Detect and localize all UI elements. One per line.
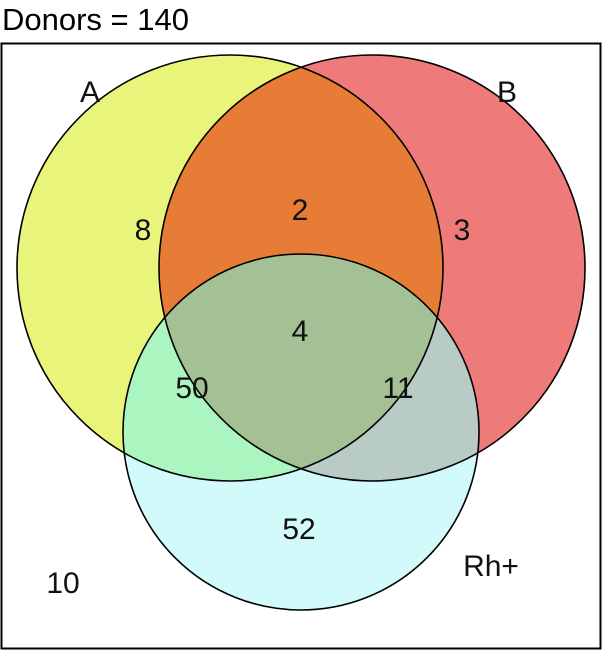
set-a-label: A (80, 76, 100, 109)
set-rh-outline (122, 253, 480, 611)
count-a-b-rh: 4 (292, 315, 309, 348)
set-a-outline (16, 54, 444, 482)
count-b-only: 3 (454, 214, 471, 247)
diagram-title: Donors = 140 (2, 2, 189, 37)
count-rh-only: 52 (282, 513, 315, 546)
region-a-b-rh (159, 254, 443, 481)
count-a-b: 2 (292, 194, 309, 227)
universe-box (0, 42, 602, 650)
count-none: 10 (46, 567, 79, 600)
count-b-rh: 11 (382, 372, 413, 405)
set-rh-label: Rh+ (463, 550, 519, 583)
count-a-rh: 50 (175, 372, 208, 405)
set-b-label: B (497, 76, 517, 109)
set-b-outline (158, 54, 586, 482)
count-a-only: 8 (135, 214, 152, 247)
